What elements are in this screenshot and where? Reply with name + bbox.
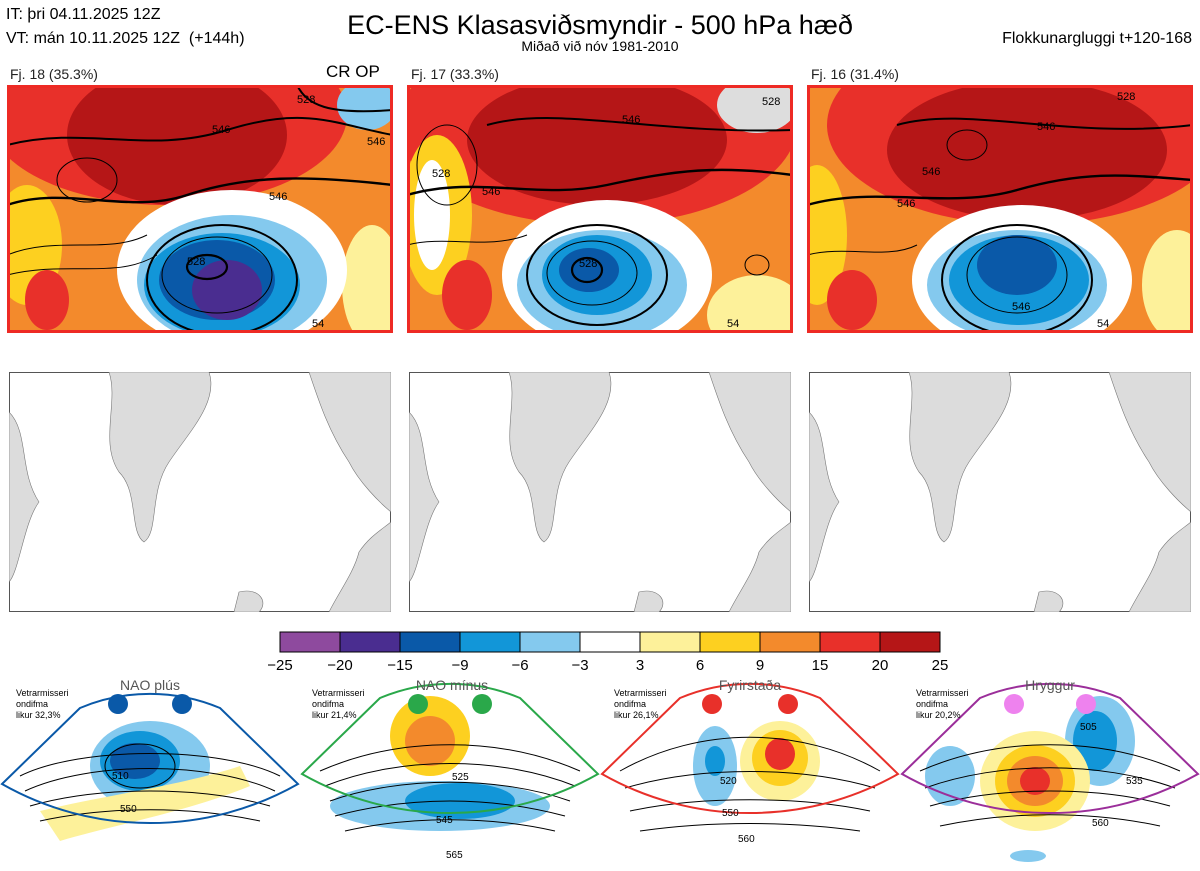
cluster-1-border: [7, 85, 393, 333]
regime-4-contour: 505: [1080, 722, 1097, 733]
cluster-3-contour-label: 546: [897, 198, 915, 210]
page-subtitle: Miðað við nóv 1981-2010: [521, 38, 679, 54]
op-marker-label: CR OP: [326, 62, 380, 81]
colorbar-swatch: [279, 631, 341, 653]
regime-4-contour: 535: [1126, 776, 1143, 787]
regime-2-text: likur 21,4%: [312, 710, 357, 720]
cluster-3-label: Fj. 16 (31.4%): [811, 66, 899, 82]
cluster-3-border: [807, 85, 1193, 333]
regime-panel-blocking: Fyrirstaða Vetrarmisseri ondifma likur 2…: [600, 677, 900, 845]
regime-3-contour: 560: [738, 834, 755, 845]
colorbar-tick-label: 9: [756, 657, 764, 674]
colorbar-tick-label: −20: [327, 657, 352, 674]
regime-1-text: likur 32,3%: [16, 710, 61, 720]
regime-4-text: likur 20,2%: [916, 710, 961, 720]
regime-3-text: Vetrarmisseri: [614, 688, 667, 698]
cluster-3-contour-label: 54: [1097, 318, 1109, 330]
regime-4-text: ondifma: [916, 699, 948, 709]
colorbar-swatch: [459, 631, 521, 653]
cluster-1-contour-label: 546: [212, 124, 230, 136]
cluster-2-contour-label: 528: [432, 168, 450, 180]
classification-window: Flokkunargluggi t+120-168: [1002, 30, 1192, 47]
regime-panels: NAO plús Vetrarmisseri ondifma likur 32,…: [0, 677, 1200, 862]
colorbar-tick-label: 25: [932, 657, 949, 674]
page-title: EC-ENS Klasasviðsmyndir - 500 hPa hæð: [347, 10, 853, 40]
regime-panel-ridge: Hryggur Vetrarmisseri ondifma likur 20,2…: [900, 677, 1200, 862]
colorbar-swatch: [819, 631, 881, 653]
valid-time: VT: mán 10.11.2025 12Z (+144h): [6, 30, 245, 47]
colorbar-swatch: [339, 631, 401, 653]
colorbar-swatch: [579, 631, 641, 653]
cluster-1-contour-label: 528: [297, 94, 315, 106]
cluster-1-contour-label: 546: [367, 136, 385, 148]
colorbar-tick-label: 15: [812, 657, 829, 674]
regime-1-text: Vetrarmisseri: [16, 688, 69, 698]
regime-1-title: NAO plús: [120, 677, 180, 693]
cluster-1-label: Fj. 18 (35.3%): [10, 66, 98, 82]
base-map-3: [809, 372, 1191, 612]
regime-3-title: Fyrirstaða: [719, 677, 781, 693]
cluster-3-contour-label: 546: [1037, 121, 1055, 133]
colorbar-swatch: [399, 631, 461, 653]
base-map-1: [9, 372, 391, 612]
regime-1-contour: 510: [112, 771, 129, 782]
colorbar-tick-label: 6: [696, 657, 704, 674]
colorbar-tick-label: −25: [267, 657, 292, 674]
cluster-2-contour-label: 546: [482, 186, 500, 198]
cluster-2-contour-label: 54: [727, 318, 739, 330]
regime-4-contour: 560: [1092, 818, 1109, 829]
colorbar-tick-label: −15: [387, 657, 412, 674]
regime-4-title: Hryggur: [1025, 677, 1075, 693]
cluster-3-contour-label: 546: [922, 166, 940, 178]
regime-3-text: likur 26,1%: [614, 710, 659, 720]
cluster-3-map: 528 546 546 546 546 54: [807, 85, 1193, 333]
colorbar-tick-label: −6: [511, 657, 528, 674]
cluster-1-map: 528 546 546 546 528 54: [7, 85, 393, 333]
cluster-2-contour-label: 546: [622, 114, 640, 126]
cluster-2-label: Fj. 17 (33.3%): [411, 66, 499, 82]
regime-panel-nao-plus: NAO plús Vetrarmisseri ondifma likur 32,…: [0, 677, 300, 841]
cluster-1-contour-label: 528: [187, 256, 205, 268]
regime-panel-nao-minus: NAO mínus Vetrarmisseri ondifma likur 21…: [300, 677, 600, 861]
cluster-2-map: 528 546 546 528 528 54: [407, 85, 793, 333]
regime-2-title: NAO mínus: [416, 677, 488, 693]
regime-4-text: Vetrarmisseri: [916, 688, 969, 698]
colorbar-swatch: [879, 631, 941, 653]
cluster-2-contour-label: 528: [762, 96, 780, 108]
colorbar-swatch: [519, 631, 581, 653]
regime-2-text: ondifma: [312, 699, 344, 709]
cluster-1-contour-label: 546: [269, 191, 287, 203]
regime-3-text: ondifma: [614, 699, 646, 709]
regime-1-text: ondifma: [16, 699, 48, 709]
colorbar-tick-label: 20: [872, 657, 889, 674]
cluster-3-contour-label: 546: [1012, 301, 1030, 313]
colorbar-tick-label: 3: [636, 657, 644, 674]
init-time: IT: þri 04.11.2025 12Z: [6, 6, 161, 23]
cluster-2-border: [407, 85, 793, 333]
regime-2-contour: 525: [452, 772, 469, 783]
cluster-3-contour-label: 528: [1117, 91, 1135, 103]
regime-1-contour: 550: [120, 804, 137, 815]
regime-3-contour: 520: [720, 776, 737, 787]
regime-2-text: Vetrarmisseri: [312, 688, 365, 698]
regime-2-contour: 545: [436, 815, 453, 826]
cluster-1-contour-label: 54: [312, 318, 324, 330]
regime-3-contour: 550: [722, 808, 739, 819]
base-map-2: [409, 372, 791, 612]
regime-2-contour: 565: [446, 850, 463, 861]
colorbar-tick-label: −9: [451, 657, 468, 674]
colorbar-swatch: [699, 631, 761, 653]
colorbar-swatch: [639, 631, 701, 653]
colorbar-swatch: [759, 631, 821, 653]
colorbar-tick-label: −3: [571, 657, 588, 674]
colorbar: −25 −20 −15 −9 −6 −3 3 6 9 15 20 25: [267, 631, 949, 674]
cluster-2-contour-label: 528: [579, 258, 597, 270]
